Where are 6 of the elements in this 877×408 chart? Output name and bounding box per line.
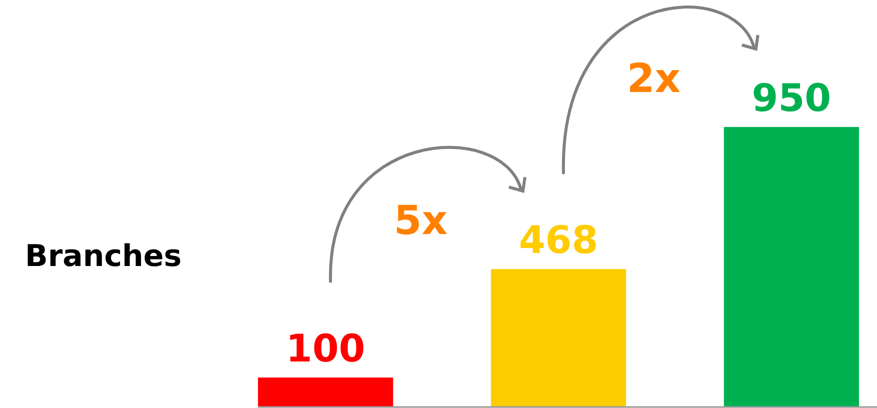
- text: 2x: [626, 56, 681, 102]
- data-label: 468: [518, 218, 598, 262]
- data-label: 100: [286, 326, 366, 371]
- annotation: 5x: [394, 198, 448, 244]
- text: Branches: [25, 239, 182, 274]
- data-label: 950: [752, 76, 832, 120]
